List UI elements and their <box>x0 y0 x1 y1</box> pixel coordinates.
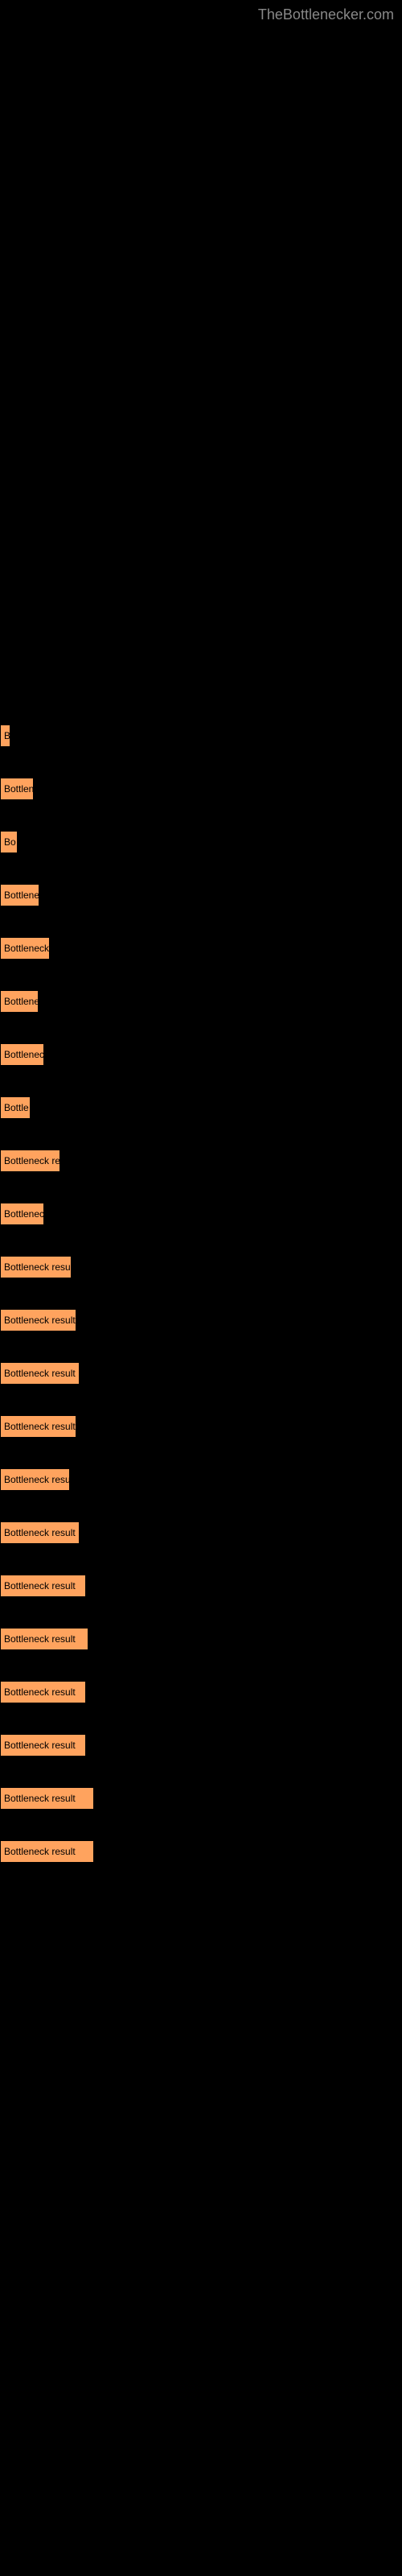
bar-row: Bottleneck result <box>0 1415 402 1438</box>
bar-row: Bottleneck result <box>0 1628 402 1650</box>
watermark-text: TheBottlenecker.com <box>258 6 394 23</box>
bar: B <box>0 724 10 747</box>
bar-row: Bottleneck result <box>0 1362 402 1385</box>
bar: Bottleneck <box>0 937 50 960</box>
bar: Bottleneck resul <box>0 1256 72 1278</box>
bar-row: B <box>0 724 402 747</box>
bar: Bottleneck result <box>0 1840 94 1863</box>
bar-row: Bottleneck result <box>0 1734 402 1757</box>
bar: Bottleneck result <box>0 1309 76 1331</box>
bar: Bo <box>0 831 18 853</box>
bar-row: Bottleneck result <box>0 1575 402 1597</box>
bar-row: Bottleneck re <box>0 1150 402 1172</box>
bar-row: Bo <box>0 831 402 853</box>
bar-row: Bottleneck resu <box>0 1468 402 1491</box>
bar-row: Bottlen <box>0 778 402 800</box>
bar: Bottleneck resu <box>0 1468 70 1491</box>
bar: Bottleneck re <box>0 1150 60 1172</box>
bar: Bottlen <box>0 778 34 800</box>
bar-row: Bottlenec <box>0 1203 402 1225</box>
bar-row: Bottleneck result <box>0 1521 402 1544</box>
bar: Bottleneck result <box>0 1681 86 1703</box>
bar: Bottleneck result <box>0 1734 86 1757</box>
bar: Bottleneck result <box>0 1628 88 1650</box>
bar: Bottlenec <box>0 1043 44 1066</box>
bar-row: Bottleneck result <box>0 1309 402 1331</box>
bar: Bottlene <box>0 990 39 1013</box>
bar-row: Bottle <box>0 1096 402 1119</box>
bar-row: Bottlenec <box>0 1043 402 1066</box>
bar: Bottleneck result <box>0 1575 86 1597</box>
bar-row: Bottleneck resul <box>0 1256 402 1278</box>
bar: Bottleneck result <box>0 1362 80 1385</box>
bar-chart: B Bottlen Bo Bottlene Bottleneck Bottlene Bott… <box>0 0 402 1863</box>
bar: Bottle <box>0 1096 31 1119</box>
bar-row: Bottleneck <box>0 937 402 960</box>
bar-row: Bottleneck result <box>0 1681 402 1703</box>
bar: Bottleneck result <box>0 1521 80 1544</box>
bar: Bottleneck result <box>0 1415 76 1438</box>
bar: Bottlenec <box>0 1203 44 1225</box>
bar-row: Bottlene <box>0 990 402 1013</box>
bar-row: Bottleneck result <box>0 1840 402 1863</box>
bar: Bottleneck result <box>0 1787 94 1810</box>
bar-row: Bottleneck result <box>0 1787 402 1810</box>
bar: Bottlene <box>0 884 39 906</box>
bar-row: Bottlene <box>0 884 402 906</box>
